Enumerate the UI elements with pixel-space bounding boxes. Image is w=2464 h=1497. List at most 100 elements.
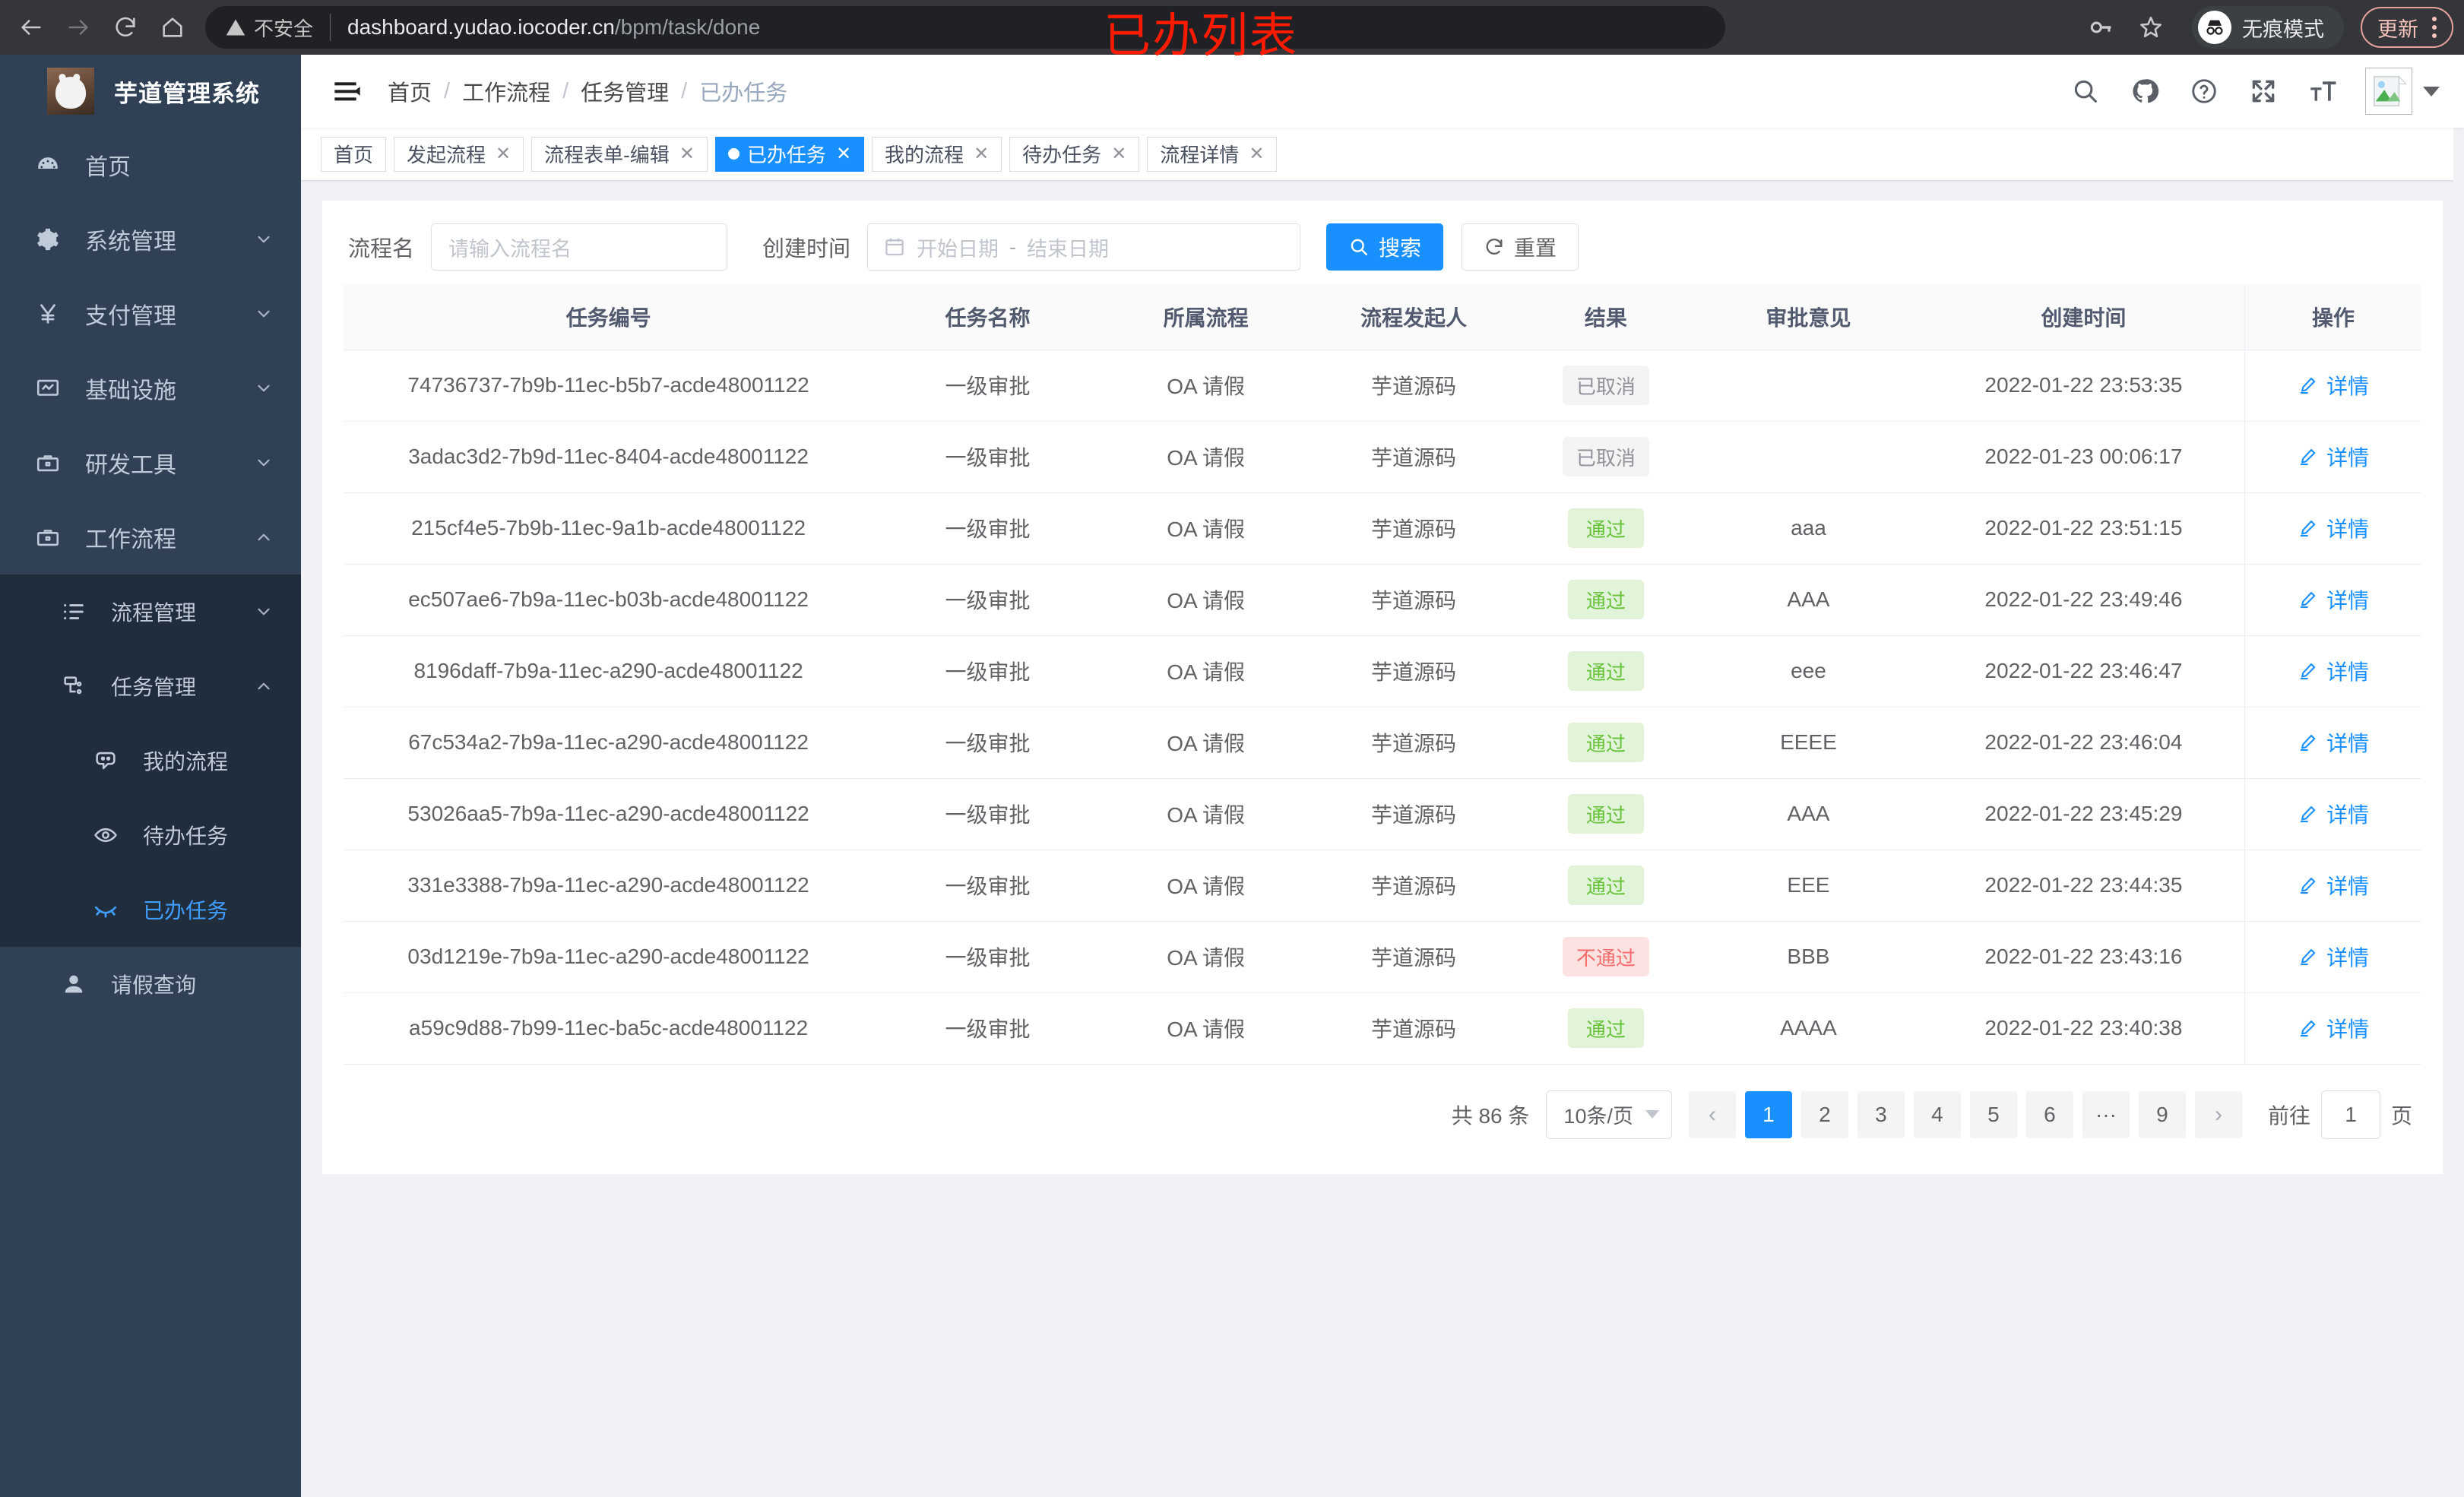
breadcrumb-item[interactable]: 任务管理 xyxy=(581,81,670,106)
page-button[interactable]: 4 xyxy=(1913,1090,1961,1138)
sidebar-item-devtools[interactable]: 研发工具 xyxy=(0,426,301,500)
sidebar-item-home[interactable]: 首页 xyxy=(0,128,301,202)
cell-created: 2022-01-22 23:40:38 xyxy=(1922,992,2245,1065)
sidebar-item-todo-task[interactable]: 待办任务 xyxy=(0,798,301,872)
close-icon[interactable]: ✕ xyxy=(835,143,852,164)
search-icon[interactable] xyxy=(2069,74,2102,108)
avatar-menu[interactable] xyxy=(2365,68,2440,115)
cell-task-name: 一级审批 xyxy=(873,564,1102,636)
prev-page-button[interactable]: ‹ xyxy=(1688,1090,1736,1138)
kebab-menu-icon[interactable] xyxy=(2426,17,2443,38)
close-icon[interactable]: ✕ xyxy=(496,143,511,164)
update-button[interactable]: 更新 xyxy=(2361,7,2453,48)
detail-button[interactable]: 详情 xyxy=(2298,370,2369,400)
tab-todo-task[interactable]: 待办任务 ✕ xyxy=(1009,136,1140,172)
detail-button[interactable]: 详情 xyxy=(2298,442,2369,472)
cell-comment xyxy=(1694,421,1923,493)
sidebar-item-leave-query[interactable]: 请假查询 xyxy=(0,947,301,1021)
jump-page-input[interactable]: 1 xyxy=(2320,1090,2380,1139)
cell-task-id: 331e3388-7b9a-11ec-a290-acde48001122 xyxy=(344,850,874,922)
address-bar[interactable]: 不安全 dashboard.yudao.iocoder.cn/bpm/task/… xyxy=(205,6,1725,49)
search-button[interactable]: 搜索 xyxy=(1326,223,1444,271)
page-size-value: 10条/页 xyxy=(1563,1105,1633,1128)
home-button[interactable] xyxy=(149,4,196,51)
sidebar-item-system[interactable]: 系统管理 xyxy=(0,202,301,277)
next-page-button[interactable]: › xyxy=(2194,1090,2242,1138)
bookmark-button[interactable] xyxy=(2128,5,2174,50)
cell-task-name: 一级审批 xyxy=(873,421,1102,493)
cell-operation: 详情 xyxy=(2244,992,2421,1065)
sidebar-item-task-management[interactable]: 任务管理 xyxy=(0,649,301,723)
close-icon[interactable]: ✕ xyxy=(1249,143,1265,164)
fullscreen-icon[interactable] xyxy=(2247,74,2280,108)
browser-chrome: 不安全 dashboard.yudao.iocoder.cn/bpm/task/… xyxy=(0,0,2464,55)
tab-process-form-edit[interactable]: 流程表单-编辑 ✕ xyxy=(531,136,708,172)
github-icon[interactable] xyxy=(2128,74,2162,108)
cell-initiator: 芋道源码 xyxy=(1310,992,1518,1065)
tab-my-process[interactable]: 我的流程 ✕ xyxy=(872,136,1002,172)
page-button[interactable]: 6 xyxy=(2025,1090,2073,1138)
close-icon[interactable]: ✕ xyxy=(974,143,990,164)
url-text: dashboard.yudao.iocoder.cn/bpm/task/done xyxy=(347,15,760,40)
page-button[interactable]: 1 xyxy=(1744,1090,1792,1138)
warning-triangle-icon xyxy=(226,19,245,36)
tab-process-detail[interactable]: 流程详情 ✕ xyxy=(1147,136,1278,172)
tab-done-task[interactable]: 已办任务 ✕ xyxy=(714,136,865,172)
right-scroll-strip[interactable] xyxy=(2453,55,2464,1497)
page-button[interactable]: 5 xyxy=(1969,1090,2017,1138)
tab-start-process[interactable]: 发起流程 ✕ xyxy=(394,136,524,172)
close-icon[interactable]: ✕ xyxy=(679,143,695,164)
cell-operation: 详情 xyxy=(2244,707,2421,779)
detail-button[interactable]: 详情 xyxy=(2298,656,2369,686)
cell-result: 已取消 xyxy=(1517,350,1695,422)
incognito-indicator[interactable]: 无痕模式 xyxy=(2192,6,2344,49)
brand-logo-area[interactable]: 芋道管理系统 xyxy=(0,55,301,128)
page-button[interactable]: 9 xyxy=(2138,1090,2186,1138)
detail-button[interactable]: 详情 xyxy=(2298,727,2369,758)
list-icon xyxy=(58,599,90,625)
font-size-icon[interactable] xyxy=(2306,74,2339,108)
cell-operation: 详情 xyxy=(2244,635,2421,707)
page-button[interactable]: 3 xyxy=(1857,1090,1905,1138)
sidebar-item-process-management[interactable]: 流程管理 xyxy=(0,574,301,649)
cell-task-id: 03d1219e-7b9a-11ec-a290-acde48001122 xyxy=(344,921,874,993)
process-name-input[interactable]: 请输入流程名 xyxy=(431,223,728,271)
back-button[interactable] xyxy=(8,4,55,51)
tab-home[interactable]: 首页 xyxy=(321,136,387,172)
reset-button[interactable]: 重置 xyxy=(1462,223,1579,271)
sidebar-item-workflow[interactable]: 工作流程 xyxy=(0,500,301,574)
detail-button[interactable]: 详情 xyxy=(2298,870,2369,900)
search-button-label: 搜索 xyxy=(1379,236,1422,260)
hamburger-icon[interactable] xyxy=(330,74,365,109)
reload-button[interactable] xyxy=(102,4,149,51)
page-button[interactable]: 2 xyxy=(1800,1090,1848,1138)
detail-button[interactable]: 详情 xyxy=(2298,584,2369,615)
breadcrumb-item[interactable]: 工作流程 xyxy=(462,81,551,106)
detail-label: 详情 xyxy=(2326,731,2370,755)
detail-button[interactable]: 详情 xyxy=(2298,1013,2369,1043)
security-indicator[interactable]: 不安全 xyxy=(225,14,313,42)
sidebar-item-my-process[interactable]: 我的流程 xyxy=(0,723,301,798)
cell-created: 2022-01-22 23:49:46 xyxy=(1922,564,2245,636)
app-logo-icon xyxy=(47,68,94,115)
cell-flow: OA 请假 xyxy=(1101,421,1310,493)
done-task-table: 任务编号 任务名称 所属流程 流程发起人 结果 审批意见 创建时间 操作 747… xyxy=(344,284,2421,1065)
sidebar-item-label: 任务管理 xyxy=(111,676,197,699)
page-size-select[interactable]: 10条/页 xyxy=(1546,1090,1672,1139)
detail-button[interactable]: 详情 xyxy=(2298,799,2369,829)
breadcrumb-item[interactable]: 首页 xyxy=(388,81,432,106)
cell-created: 2022-01-22 23:43:16 xyxy=(1922,921,2245,993)
close-icon[interactable]: ✕ xyxy=(1111,143,1127,164)
help-icon[interactable] xyxy=(2187,74,2221,108)
detail-button[interactable]: 详情 xyxy=(2298,942,2369,972)
page-ellipsis[interactable]: ··· xyxy=(2082,1090,2130,1138)
password-key-button[interactable] xyxy=(2078,5,2124,50)
create-time-range-picker[interactable]: 开始日期 - 结束日期 xyxy=(867,223,1301,271)
detail-button[interactable]: 详情 xyxy=(2298,513,2369,543)
forward-button[interactable] xyxy=(55,4,102,51)
sidebar-item-done-task[interactable]: 已办任务 xyxy=(0,872,301,947)
sidebar-item-infrastructure[interactable]: 基础设施 xyxy=(0,351,301,426)
sidebar-item-payment[interactable]: 支付管理 xyxy=(0,277,301,351)
tags-view: 首页 发起流程 ✕ 流程表单-编辑 ✕ 已办任务 ✕ 我的流程 ✕ 待办任务 ✕ 流程详情… xyxy=(301,128,2464,181)
gear-icon xyxy=(32,226,64,252)
